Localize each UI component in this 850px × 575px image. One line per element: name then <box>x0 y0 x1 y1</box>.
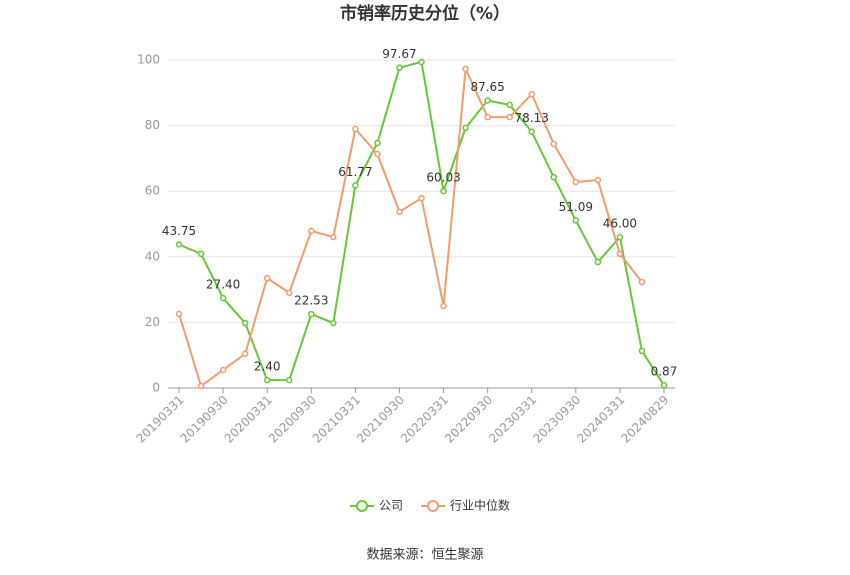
data-label: 22.53 <box>294 294 328 308</box>
data-point <box>462 65 469 73</box>
data-point <box>241 319 249 327</box>
data-point <box>418 58 425 66</box>
data-point <box>308 227 315 235</box>
data-point <box>219 366 227 374</box>
data-point <box>506 113 513 121</box>
data-point <box>285 376 293 384</box>
data-point <box>285 289 293 297</box>
data-point <box>374 139 381 147</box>
series-line <box>178 65 643 388</box>
data-point <box>638 278 646 286</box>
data-point <box>263 274 271 282</box>
source: 数据来源：恒生聚源 <box>366 548 483 563</box>
data-label: 51.09 <box>559 200 593 214</box>
data-point <box>440 302 447 310</box>
series-line <box>178 60 665 386</box>
data-label: 97.67 <box>382 47 416 61</box>
data-point <box>616 250 624 258</box>
data-point <box>197 250 205 258</box>
data-label: 61.77 <box>338 165 372 179</box>
chart-title: 市销率历史分位（%） <box>340 3 510 24</box>
legend-marker <box>427 500 440 512</box>
data-point <box>572 217 580 224</box>
data-point <box>263 376 271 384</box>
data-label: 0.87 <box>651 365 678 379</box>
data-point <box>528 90 535 98</box>
data-point <box>352 182 359 189</box>
data-point <box>418 194 425 202</box>
data-point <box>197 382 205 390</box>
data-point <box>616 233 624 241</box>
y-tick-label: 0 <box>152 381 160 395</box>
data-point <box>440 187 447 195</box>
data-point <box>528 128 535 135</box>
data-point <box>352 125 359 133</box>
y-tick-label: 80 <box>145 118 160 132</box>
data-point <box>462 124 469 132</box>
data-label: 60.03 <box>426 171 460 185</box>
data-label: 78.13 <box>515 111 549 125</box>
data-point <box>374 150 381 158</box>
y-tick-label: 40 <box>145 249 160 263</box>
data-point <box>308 310 315 318</box>
data-point <box>175 310 183 318</box>
y-tick-label: 20 <box>145 315 160 329</box>
legend-label: 公司 <box>379 499 403 513</box>
data-point <box>484 97 491 104</box>
legend-label: 行业中位数 <box>450 498 510 513</box>
data-label: 27.40 <box>206 278 240 292</box>
y-tick-label: 60 <box>145 184 160 198</box>
data-point <box>572 178 580 186</box>
data-point <box>330 319 337 327</box>
data-label: 46.00 <box>603 217 637 231</box>
y-tick-label: 100 <box>137 53 160 67</box>
data-point <box>638 347 646 355</box>
data-label: 2.40 <box>254 360 281 374</box>
data-point <box>219 294 227 302</box>
data-point <box>550 173 558 181</box>
data-point <box>550 140 558 148</box>
data-label: 87.65 <box>470 80 504 94</box>
data-point <box>594 176 602 184</box>
data-point <box>484 113 491 121</box>
data-point <box>506 101 513 109</box>
data-point <box>660 381 668 389</box>
data-label: 43.75 <box>162 224 196 238</box>
data-point <box>594 258 602 266</box>
data-point <box>241 350 249 358</box>
data-point <box>175 241 183 248</box>
legend-marker <box>356 500 368 512</box>
x-tick-label: 20240829 <box>618 393 671 446</box>
data-point <box>396 208 403 216</box>
data-point <box>396 64 403 71</box>
data-point <box>330 233 337 241</box>
